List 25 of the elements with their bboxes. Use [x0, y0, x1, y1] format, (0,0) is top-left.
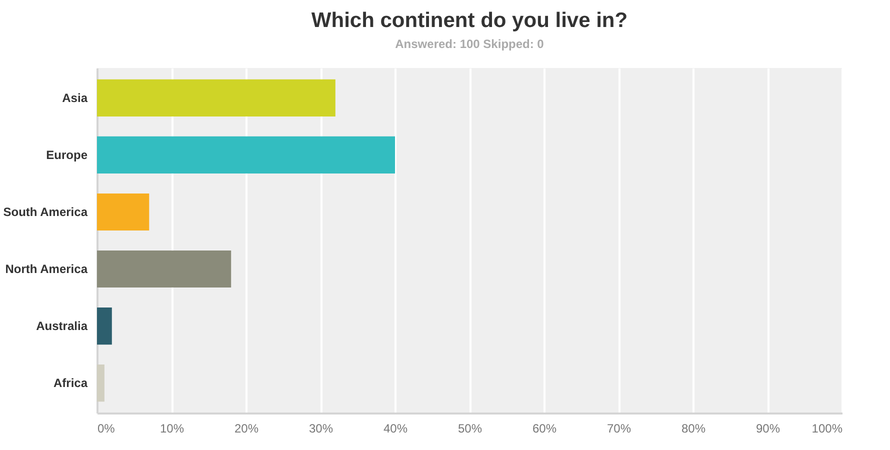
x-tick-label: 10%: [160, 422, 184, 436]
bar: [97, 364, 104, 402]
x-tick-label: 30%: [308, 422, 334, 436]
x-tick-label: 50%: [458, 422, 482, 436]
bar: [97, 136, 395, 174]
bar: [97, 308, 112, 345]
y-tick-label: Australia: [36, 319, 88, 334]
chart-subtitle: Answered: 100 Skipped: 0: [395, 37, 544, 51]
x-tick-label: 0%: [98, 422, 116, 436]
x-tick-label: 100%: [812, 422, 843, 436]
x-tick-label: 40%: [383, 422, 408, 436]
x-tick-label: 90%: [756, 422, 780, 436]
chart-title: Which continent do you live in?: [311, 9, 628, 32]
x-tick-label: 70%: [606, 422, 632, 436]
bar: [97, 79, 336, 116]
x-tick-label: 60%: [532, 422, 557, 436]
y-tick-label: Europe: [46, 148, 88, 162]
y-tick-label: Africa: [53, 376, 88, 390]
y-tick-label: North America: [5, 262, 88, 276]
x-tick-label: 80%: [681, 422, 706, 436]
x-tick-label: 20%: [234, 422, 259, 436]
y-tick-label: South America: [3, 204, 88, 219]
bar: [97, 250, 232, 288]
bar: [97, 193, 150, 231]
y-tick-label: Asia: [62, 90, 88, 105]
